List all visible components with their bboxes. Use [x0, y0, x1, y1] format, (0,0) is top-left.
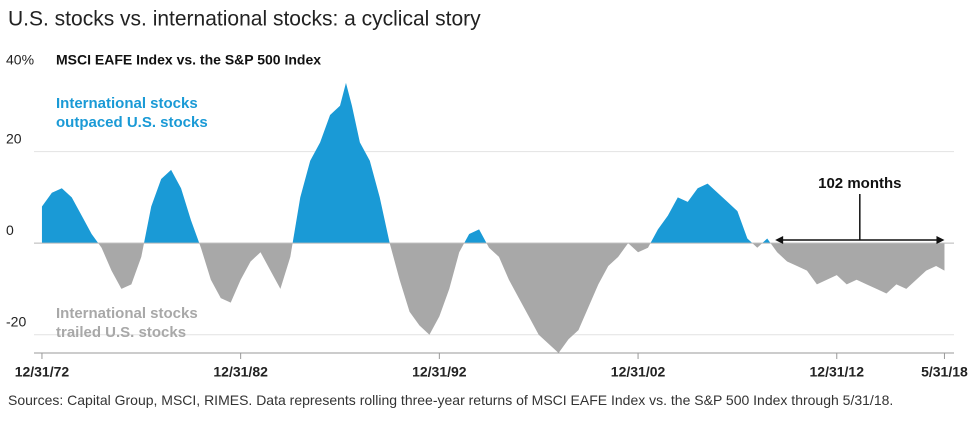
chart-subtitle: MSCI EAFE Index vs. the S&P 500 Index [56, 52, 321, 68]
y-tick-label: 40% [6, 52, 34, 68]
annotation: International stocks [56, 305, 198, 322]
x-tick-label: 12/31/12 [810, 364, 865, 380]
annotation: International stocks [56, 95, 198, 112]
arrow-head [775, 236, 784, 244]
x-tick-label: 12/31/72 [15, 364, 70, 380]
span-label: 102 months [818, 175, 901, 192]
source-note: Sources: Capital Group, MSCI, RIMES. Dat… [8, 392, 894, 408]
y-tick-label: -20 [6, 313, 26, 329]
y-tick-label: 20 [6, 130, 22, 146]
y-tick-label: 0 [6, 222, 14, 238]
area-negative [41, 243, 945, 353]
x-tick-label: 12/31/82 [213, 364, 268, 380]
x-tick-label: 12/31/92 [412, 364, 467, 380]
chart: U.S. stocks vs. international stocks: a … [6, 8, 968, 380]
chart-title: U.S. stocks vs. international stocks: a … [8, 8, 481, 31]
x-tick-label: 12/31/02 [611, 364, 666, 380]
annotation: trailed U.S. stocks [56, 324, 186, 341]
area-positive [41, 82, 945, 244]
annotation: outpaced U.S. stocks [56, 114, 208, 131]
arrow-head [936, 236, 945, 244]
x-tick-label: 5/31/18 [921, 364, 968, 380]
